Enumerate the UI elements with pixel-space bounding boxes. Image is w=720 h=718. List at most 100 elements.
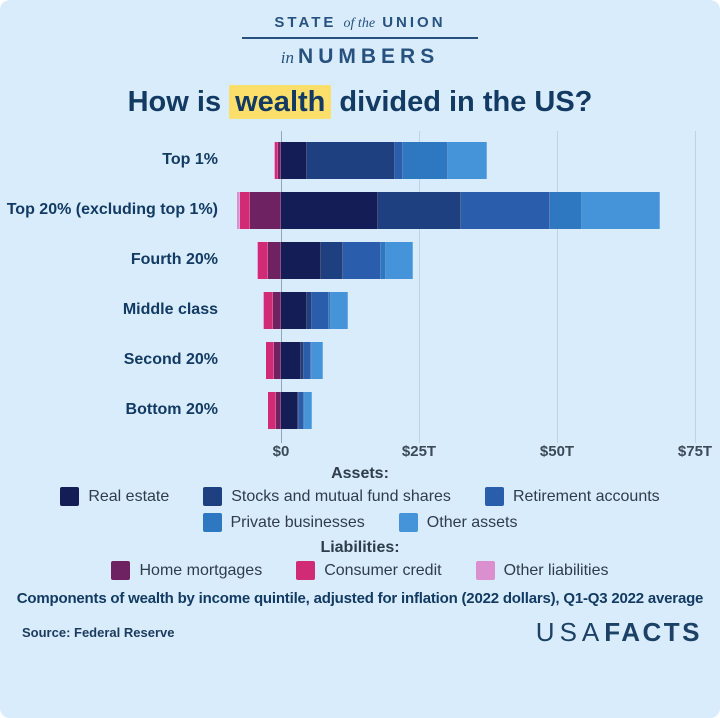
segment-home-mortgages [267, 241, 281, 279]
segment-other-liabilities [256, 241, 258, 279]
other-assets-swatch [398, 513, 418, 532]
segment-retirement [461, 191, 550, 229]
legend-label: Home mortgages [139, 561, 263, 579]
usafacts-logo-facts: FACTS [604, 617, 702, 647]
stacked-bar [256, 241, 413, 279]
legend-item-real-estate: Real estate [60, 487, 169, 506]
legend-label: Consumer credit [324, 561, 442, 579]
segment-consumer-credit [239, 191, 250, 229]
zero-gridline [281, 131, 282, 443]
axis-tick-label: $75T [677, 443, 713, 460]
chart-row: Top 20% (excluding top 1%) [0, 185, 720, 235]
bar-area [227, 291, 720, 329]
segment-real-estate [280, 191, 378, 229]
axis-tick-label: $25T [401, 443, 437, 460]
stacked-bar [263, 291, 348, 329]
segment-real-estate [280, 241, 322, 279]
legend-label: Private businesses [230, 513, 365, 531]
segment-consumer-credit [268, 391, 277, 429]
source-credit: Source: Federal Reserve [22, 625, 175, 640]
legend-label: Real estate [88, 487, 170, 505]
segment-real-estate [280, 291, 308, 329]
chart-row: Fourth 20% [0, 235, 720, 285]
chart-gridlines [227, 131, 712, 443]
row-label: Second 20% [123, 351, 218, 368]
row-label: Fourth 20% [130, 251, 218, 268]
segment-other-assets [386, 241, 413, 279]
home-mortgages-swatch [111, 561, 131, 580]
masthead-state: STATE [274, 14, 337, 31]
chart-row: Bottom 20% [0, 385, 720, 435]
segment-retirement [312, 291, 329, 329]
assets-heading: Assets: [331, 465, 389, 482]
segment-other-liabilities [274, 141, 276, 179]
segment-consumer-credit [275, 141, 279, 179]
segment-other-liabilities [265, 341, 267, 379]
segment-other-liabilities [263, 291, 264, 329]
segment-private-businesses [328, 291, 332, 329]
consumer-credit-swatch [296, 561, 316, 580]
footer: Source: Federal Reserve USA FACTS [0, 607, 720, 648]
segment-other-assets [304, 391, 312, 429]
segment-consumer-credit [266, 341, 275, 379]
row-label: Top 20% (excluding top 1%) [6, 201, 218, 218]
segment-other-liabilities [267, 391, 269, 429]
legend-item-other-assets: Other assets [398, 513, 518, 532]
stacked-bar [267, 391, 312, 429]
stacked-bar [236, 191, 661, 229]
legend: Assets: Real estate Stocks and mutual fu… [0, 465, 720, 580]
retirement-swatch [484, 487, 504, 506]
chart-row: Second 20% [0, 335, 720, 385]
usafacts-logo-usa: USA [535, 617, 605, 647]
masthead-logo: STATE of the UNION in NUMBERS [0, 0, 720, 69]
bar-area [227, 141, 720, 179]
legend-row-liabilities: Home mortgages Consumer credit Other lia… [0, 561, 720, 580]
axis-tick-label: $0 [272, 443, 290, 460]
gridline-75t [695, 131, 696, 443]
x-axis-labels: $0 $25T $50T $75T [227, 443, 720, 467]
legend-label: Stocks and mutual fund shares [231, 487, 451, 505]
segment-real-estate [280, 341, 301, 379]
segment-retirement [394, 141, 403, 179]
segment-private-businesses [402, 141, 449, 179]
stacked-bar [274, 141, 488, 179]
bar-area [227, 341, 720, 379]
segment-stocks [377, 191, 462, 229]
segment-retirement [303, 341, 312, 379]
gridline-50t [557, 131, 558, 443]
segment-stocks [297, 391, 300, 429]
segment-consumer-credit [257, 241, 268, 279]
liabilities-heading: Liabilities: [320, 539, 400, 556]
legend-row-assets-2: Private businesses Other assets [0, 513, 720, 532]
legend-item-other-liabilities: Other liabilities [475, 561, 609, 580]
legend-label: Retirement accounts [512, 487, 660, 505]
row-label: Top 1% [162, 151, 218, 168]
gridline-25t [419, 131, 420, 443]
segment-private-businesses [304, 391, 305, 429]
segment-private-businesses [549, 191, 582, 229]
legend-item-retirement: Retirement accounts [484, 487, 660, 506]
segment-other-assets [581, 191, 661, 229]
masthead-in: in [280, 48, 295, 67]
chart-caption: Components of wealth by income quintile,… [16, 590, 704, 607]
masthead-line2: in NUMBERS [0, 45, 720, 69]
stacked-bar [265, 341, 323, 379]
real-estate-swatch [60, 487, 80, 506]
title-highlight: wealth [229, 85, 332, 119]
masthead-union: UNION [382, 14, 446, 31]
other-liabilities-swatch [475, 561, 495, 580]
segment-other-assets [448, 141, 488, 179]
legend-label: Other assets [426, 513, 518, 531]
masthead-line1: STATE of the UNION [0, 14, 720, 32]
segment-other-liabilities [236, 191, 240, 229]
segment-retirement [342, 241, 382, 279]
segment-consumer-credit [263, 291, 274, 329]
chart-row: Middle class [0, 285, 720, 335]
segment-stocks [300, 341, 304, 379]
masthead-numbers: NUMBERS [298, 45, 440, 68]
segment-home-mortgages [276, 391, 281, 429]
segment-home-mortgages [273, 291, 281, 329]
chart-row: Top 1% [0, 135, 720, 185]
legend-row-assets-1: Real estate Stocks and mutual fund share… [0, 487, 720, 506]
usafacts-logo: USA FACTS [536, 617, 702, 648]
